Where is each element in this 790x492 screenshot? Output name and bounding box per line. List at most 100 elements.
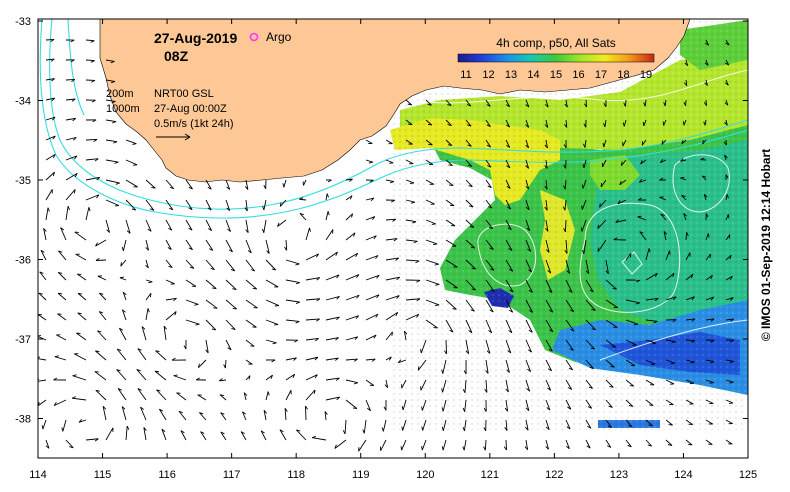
current-arrow bbox=[105, 199, 120, 207]
current-arrow bbox=[365, 216, 376, 221]
current-arrow bbox=[97, 275, 107, 281]
current-arrow bbox=[421, 399, 427, 411]
current-arrow bbox=[465, 339, 470, 355]
x-tick-label: 116 bbox=[158, 469, 176, 481]
current-arrow bbox=[205, 259, 215, 271]
current-arrow bbox=[262, 199, 267, 211]
current-arrow bbox=[405, 298, 421, 302]
current-arrow bbox=[105, 59, 115, 64]
current-arrow bbox=[565, 439, 570, 450]
current-arrow bbox=[118, 327, 127, 341]
current-arrow bbox=[225, 239, 233, 253]
current-arrow bbox=[324, 411, 328, 421]
current-arrow bbox=[98, 311, 107, 321]
current-arrow bbox=[585, 259, 590, 275]
current-arrow bbox=[525, 379, 531, 392]
current-arrow bbox=[155, 350, 167, 361]
current-arrow bbox=[205, 219, 213, 231]
current-arrow bbox=[365, 294, 380, 301]
current-arrow bbox=[219, 394, 227, 401]
current-arrow bbox=[385, 159, 394, 164]
current-arrow bbox=[525, 159, 530, 169]
current-arrow bbox=[358, 439, 367, 452]
current-arrow bbox=[225, 199, 231, 211]
current-arrow bbox=[665, 272, 675, 281]
colorbar bbox=[457, 53, 655, 63]
current-arrow bbox=[705, 379, 714, 384]
current-arrow bbox=[441, 359, 447, 374]
current-arrow bbox=[365, 358, 376, 362]
current-arrow bbox=[483, 399, 487, 412]
current-arrow bbox=[605, 319, 618, 328]
current-arrow bbox=[485, 299, 494, 313]
x-tick-label: 119 bbox=[352, 469, 370, 481]
current-arrow bbox=[563, 159, 567, 169]
current-arrow bbox=[619, 179, 627, 186]
current-arrow bbox=[463, 359, 467, 375]
current-arrow bbox=[583, 99, 588, 108]
current-arrow bbox=[154, 370, 167, 381]
current-arrow bbox=[305, 277, 321, 281]
current-arrow bbox=[345, 213, 354, 221]
current-arrow bbox=[45, 135, 56, 141]
current-arrow bbox=[637, 215, 647, 221]
current-arrow bbox=[622, 139, 627, 147]
current-arrow bbox=[602, 139, 607, 148]
current-arrow bbox=[365, 179, 374, 183]
legend-1000m: 1000m bbox=[106, 103, 140, 115]
current-arrow bbox=[185, 259, 195, 269]
current-arrow bbox=[225, 219, 231, 232]
current-arrow bbox=[545, 399, 551, 411]
current-arrow bbox=[465, 279, 477, 291]
current-arrow bbox=[383, 399, 387, 411]
current-arrow bbox=[325, 377, 340, 381]
current-arrow bbox=[645, 248, 651, 261]
x-tick-label: 117 bbox=[223, 469, 241, 481]
current-arrow bbox=[405, 313, 420, 321]
current-arrow bbox=[525, 279, 533, 293]
current-arrow bbox=[545, 379, 552, 391]
current-arrow bbox=[385, 199, 395, 203]
current-arrow bbox=[219, 378, 227, 382]
current-arrow bbox=[725, 254, 732, 261]
current-arrow bbox=[581, 239, 587, 254]
isobath-200m bbox=[49, 19, 748, 210]
colorbar-tick-label: 11 bbox=[460, 69, 471, 81]
current-arrow bbox=[625, 399, 634, 407]
current-arrow bbox=[545, 279, 553, 293]
current-arrow bbox=[645, 359, 656, 365]
colorbar-ticks: 11 12 13 14 15 16 17 18 19 bbox=[460, 69, 652, 81]
current-arrow bbox=[545, 419, 550, 430]
x-tick-label: 118 bbox=[287, 469, 305, 481]
current-arrow bbox=[505, 179, 511, 189]
current-arrow bbox=[565, 299, 575, 313]
current-arrow bbox=[525, 359, 531, 373]
current-arrow bbox=[665, 339, 676, 344]
current-arrow bbox=[525, 239, 532, 252]
current-arrow bbox=[345, 358, 358, 362]
current-arrow bbox=[143, 427, 147, 441]
current-arrow bbox=[565, 359, 573, 371]
current-arrow bbox=[65, 205, 70, 221]
current-arrow bbox=[665, 379, 675, 385]
current-arrow bbox=[325, 179, 332, 183]
current-arrow bbox=[660, 213, 667, 221]
current-arrow bbox=[385, 218, 397, 222]
current-arrow bbox=[465, 179, 473, 188]
current-arrow bbox=[622, 119, 627, 127]
current-arrow bbox=[685, 439, 693, 446]
argo-label: Argo bbox=[266, 30, 292, 44]
current-arrow bbox=[485, 339, 491, 354]
current-arrow bbox=[645, 399, 654, 406]
current-arrow bbox=[45, 171, 55, 181]
current-arrow bbox=[705, 399, 714, 405]
current-arrow bbox=[61, 419, 67, 432]
current-arrow bbox=[525, 139, 530, 149]
x-tick-label: 121 bbox=[481, 469, 499, 481]
current-arrow bbox=[163, 325, 167, 341]
current-arrow bbox=[65, 78, 76, 83]
current-arrow bbox=[365, 139, 373, 144]
current-arrow bbox=[725, 59, 730, 66]
current-arrow bbox=[725, 399, 734, 404]
legend-vector-scale: 0.5m/s (1kt 24h) bbox=[154, 118, 233, 130]
